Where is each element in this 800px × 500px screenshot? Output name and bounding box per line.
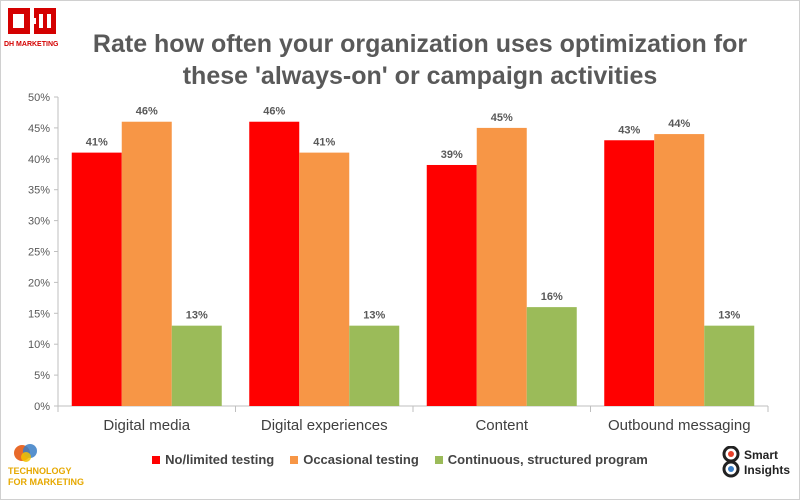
bar — [654, 134, 705, 406]
dh-logo-mark-icon — [8, 8, 56, 34]
bar-data-label: 41% — [86, 137, 108, 149]
y-tick-label: 45% — [28, 123, 50, 135]
smart-insights-logo: Smart Insights — [720, 444, 800, 484]
chart-title: Rate how often your organization uses op… — [60, 28, 780, 92]
bar — [526, 307, 577, 406]
bar — [71, 152, 122, 406]
bar-data-label: 43% — [618, 124, 640, 136]
legend-swatch-continuous — [434, 455, 443, 464]
x-tick-label: Content — [475, 417, 528, 434]
bar — [426, 164, 477, 406]
bar — [604, 140, 655, 406]
x-tick-label: Outbound messaging — [608, 417, 751, 434]
bar — [171, 325, 222, 406]
y-tick-label: 20% — [28, 277, 50, 289]
y-tick-label: 0% — [34, 401, 50, 413]
tfm-logo-text-2: FOR MARKETING — [8, 477, 84, 487]
chart-bars — [71, 121, 755, 407]
chart-data-labels: 41% 46% 39% 43% 46% 41% 45% 44% 13% 13% 16% 13% — [86, 106, 741, 322]
bar-data-label: 45% — [491, 112, 513, 124]
legend-label-continuous: Continuous, structured program — [447, 452, 648, 467]
legend-item-occasional: Occasional testing — [290, 452, 419, 467]
bar-data-label: 41% — [313, 137, 335, 149]
legend-item-no-limited: No/limited testing — [152, 452, 274, 467]
legend-label-occasional: Occasional testing — [303, 452, 419, 467]
bar-data-label: 39% — [441, 149, 463, 161]
technology-for-marketing-logo: TECHNOLOGY FOR MARKETING — [8, 440, 118, 496]
y-tick-label: 50% — [28, 92, 50, 104]
tfm-logo-mark-icon — [14, 444, 37, 462]
smart-insights-text-1: Smart — [744, 448, 779, 462]
legend-item-continuous: Continuous, structured program — [434, 452, 648, 467]
dh-logo-text: DH MARKETING — [4, 41, 59, 48]
smart-insights-text-2: Insights — [744, 463, 791, 477]
y-tick-label: 5% — [34, 370, 50, 382]
y-tick-label: 30% — [28, 216, 50, 228]
bar-data-label: 13% — [363, 310, 385, 322]
legend-swatch-no-limited — [152, 455, 161, 464]
chart-title-line-1: Rate how often your organization uses op… — [92, 30, 748, 58]
bar — [476, 127, 527, 407]
smart-insights-mark-icon — [722, 446, 740, 478]
bar — [704, 325, 755, 406]
legend-swatch-occasional — [290, 455, 299, 464]
bar — [249, 121, 300, 406]
bar — [299, 152, 350, 406]
tfm-logo-text-1: TECHNOLOGY — [8, 466, 72, 476]
bar-data-label: 46% — [136, 106, 158, 118]
chart-legend: No/limited testing Occasional testing Co… — [0, 452, 800, 467]
bar-data-label: 44% — [668, 118, 690, 130]
bar-data-label: 13% — [186, 310, 208, 322]
bar-data-label: 13% — [718, 310, 740, 322]
legend-label-no-limited: No/limited testing — [165, 452, 275, 467]
y-tick-label: 10% — [28, 339, 50, 351]
y-tick-label: 40% — [28, 154, 50, 166]
bar — [349, 325, 400, 406]
x-tick-label: Digital media — [103, 417, 190, 434]
x-tick-label: Digital experiences — [261, 417, 388, 434]
chart-title-line-2: these 'always-on' or campaign activities — [182, 62, 658, 90]
bar-data-label: 46% — [263, 106, 285, 118]
bar-data-label: 16% — [541, 291, 563, 303]
y-tick-label: 15% — [28, 308, 50, 320]
bar — [121, 121, 172, 406]
y-tick-label: 25% — [28, 247, 50, 259]
y-tick-label: 35% — [28, 185, 50, 197]
dh-marketing-logo: DH MARKETING — [4, 4, 62, 52]
